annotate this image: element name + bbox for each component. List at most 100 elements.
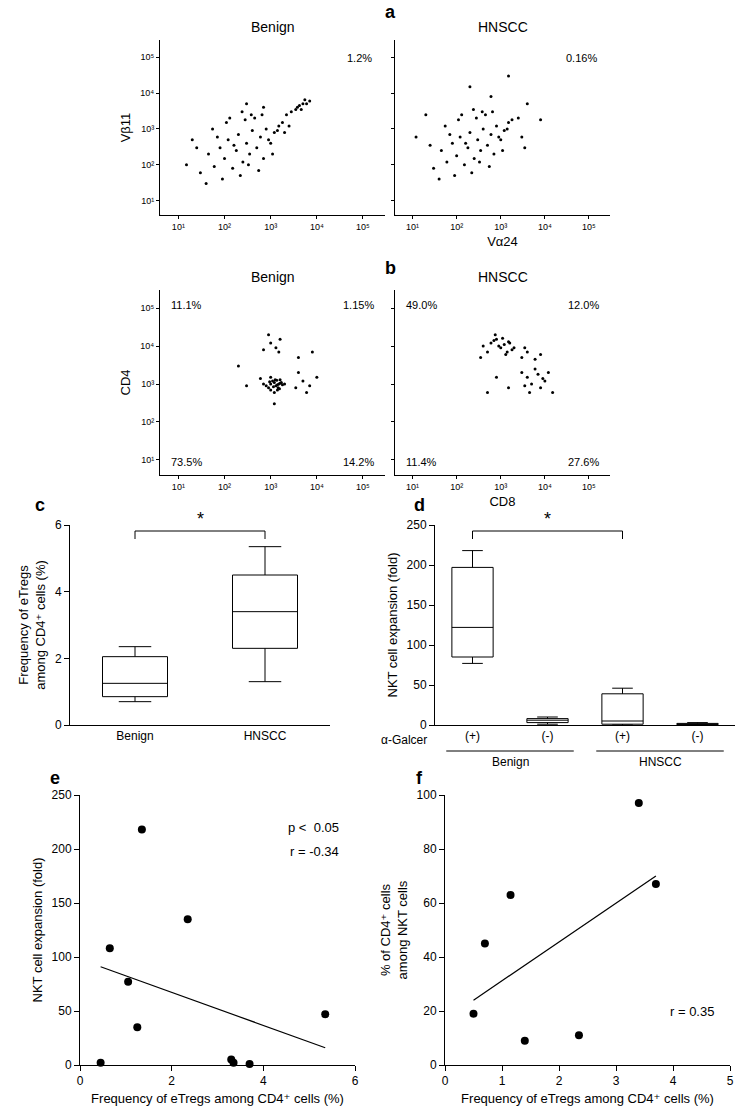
svg-text:10⁴: 10⁴ [140, 341, 154, 351]
svg-text:*: * [197, 509, 204, 529]
svg-text:r = -0.34: r = -0.34 [290, 844, 339, 859]
svg-text:0: 0 [65, 1058, 72, 1072]
svg-text:2: 2 [556, 1074, 563, 1088]
svg-text:10³: 10³ [494, 222, 507, 232]
svg-text:HNSCC: HNSCC [478, 269, 528, 285]
svg-text:250: 250 [52, 788, 72, 802]
svg-text:0: 0 [77, 1074, 84, 1088]
svg-text:*: * [544, 509, 551, 529]
svg-text:10⁴: 10⁴ [538, 482, 552, 492]
svg-text:0: 0 [55, 718, 62, 732]
svg-text:Vβ11: Vβ11 [118, 113, 133, 143]
svg-text:(+): (+) [615, 729, 630, 743]
svg-text:0: 0 [442, 1074, 449, 1088]
svg-text:10¹: 10¹ [406, 222, 419, 232]
svg-text:200: 200 [52, 842, 72, 856]
svg-text:49.0%: 49.0% [406, 299, 437, 311]
svg-text:HNSCC: HNSCC [478, 19, 528, 35]
svg-text:CD4: CD4 [118, 369, 133, 395]
svg-text:Benign: Benign [251, 269, 295, 285]
svg-text:Frequency of eTregsamong CD4⁺: Frequency of eTregsamong CD4⁺ cells (%) [16, 560, 48, 690]
svg-text:10⁴: 10⁴ [140, 88, 154, 98]
svg-text:1.2%: 1.2% [347, 52, 372, 64]
svg-text:f: f [416, 768, 423, 788]
svg-text:250: 250 [407, 518, 427, 532]
svg-text:0.16%: 0.16% [566, 52, 597, 64]
svg-text:10⁴: 10⁴ [538, 222, 552, 232]
svg-text:10²: 10² [141, 417, 154, 427]
svg-text:10¹: 10¹ [172, 222, 185, 232]
svg-text:12.0%: 12.0% [568, 299, 599, 311]
svg-text:10⁵: 10⁵ [140, 303, 154, 313]
svg-text:a: a [385, 2, 396, 22]
svg-text:c: c [35, 495, 45, 515]
svg-text:50: 50 [413, 678, 427, 692]
svg-text:NKT cell expansion (fold): NKT cell expansion (fold) [30, 858, 45, 1003]
svg-text:HNSCC: HNSCC [639, 755, 682, 769]
svg-text:CD8: CD8 [489, 494, 515, 509]
svg-text:6: 6 [352, 1074, 359, 1088]
svg-text:10⁴: 10⁴ [310, 222, 324, 232]
svg-text:(-): (-) [692, 729, 704, 743]
svg-text:150: 150 [52, 896, 72, 910]
svg-text:73.5%: 73.5% [171, 456, 202, 468]
svg-text:10⁵: 10⁵ [356, 482, 370, 492]
svg-text:14.2%: 14.2% [343, 456, 374, 468]
svg-text:10³: 10³ [264, 482, 277, 492]
svg-text:1: 1 [499, 1074, 506, 1088]
svg-text:100: 100 [407, 638, 427, 652]
svg-text:27.6%: 27.6% [568, 456, 599, 468]
svg-text:6: 6 [55, 518, 62, 532]
svg-text:4: 4 [55, 585, 62, 599]
svg-text:10⁵: 10⁵ [356, 222, 370, 232]
svg-text:40: 40 [423, 950, 437, 964]
svg-text:100: 100 [52, 950, 72, 964]
svg-text:% of CD4⁺ cellsamong NKT cells: % of CD4⁺ cellsamong NKT cells [378, 880, 410, 979]
svg-text:10⁵: 10⁵ [140, 52, 154, 62]
svg-text:10²: 10² [450, 482, 463, 492]
svg-text:10³: 10³ [494, 482, 507, 492]
svg-text:(-): (-) [542, 729, 554, 743]
svg-text:3: 3 [613, 1074, 620, 1088]
svg-text:p < 0.05: p < 0.05 [288, 820, 339, 835]
svg-text:20: 20 [423, 1004, 437, 1018]
svg-text:α-Galcer: α-Galcer [381, 733, 427, 747]
svg-text:1.15%: 1.15% [343, 299, 374, 311]
svg-text:Benign: Benign [116, 729, 153, 743]
svg-text:2: 2 [55, 652, 62, 666]
svg-text:5: 5 [727, 1074, 734, 1088]
svg-text:10³: 10³ [141, 379, 154, 389]
svg-text:60: 60 [423, 896, 437, 910]
svg-text:80: 80 [423, 842, 437, 856]
svg-text:10¹: 10¹ [141, 455, 154, 465]
svg-text:r = 0.35: r = 0.35 [670, 1004, 714, 1019]
svg-text:10³: 10³ [141, 124, 154, 134]
svg-text:e: e [50, 768, 60, 788]
svg-text:Frequency of eTregs among CD4⁺: Frequency of eTregs among CD4⁺ cells (%) [461, 1091, 714, 1106]
svg-text:50: 50 [58, 1004, 72, 1018]
svg-text:10²: 10² [218, 482, 231, 492]
svg-text:10¹: 10¹ [172, 482, 185, 492]
svg-text:200: 200 [407, 558, 427, 572]
svg-text:100: 100 [417, 788, 437, 802]
svg-text:0: 0 [430, 1058, 437, 1072]
svg-text:(+): (+) [465, 729, 480, 743]
svg-text:10¹: 10¹ [406, 482, 419, 492]
svg-text:10²: 10² [218, 222, 231, 232]
svg-text:Benign: Benign [251, 19, 295, 35]
svg-text:10⁵: 10⁵ [582, 222, 596, 232]
svg-text:0: 0 [420, 718, 427, 732]
svg-text:d: d [414, 495, 425, 515]
svg-text:10⁵: 10⁵ [582, 482, 596, 492]
svg-text:2: 2 [168, 1074, 175, 1088]
svg-text:Frequency of eTregs among CD4⁺: Frequency of eTregs among CD4⁺ cells (%) [91, 1091, 344, 1106]
svg-text:b: b [385, 258, 396, 278]
svg-text:10²: 10² [450, 222, 463, 232]
svg-text:10²: 10² [141, 160, 154, 170]
svg-text:NKT cell expansion (fold): NKT cell expansion (fold) [385, 553, 400, 698]
svg-text:11.4%: 11.4% [406, 456, 437, 468]
svg-text:4: 4 [260, 1074, 267, 1088]
svg-text:10¹: 10¹ [141, 196, 154, 206]
svg-text:150: 150 [407, 598, 427, 612]
svg-text:Benign: Benign [492, 755, 529, 769]
